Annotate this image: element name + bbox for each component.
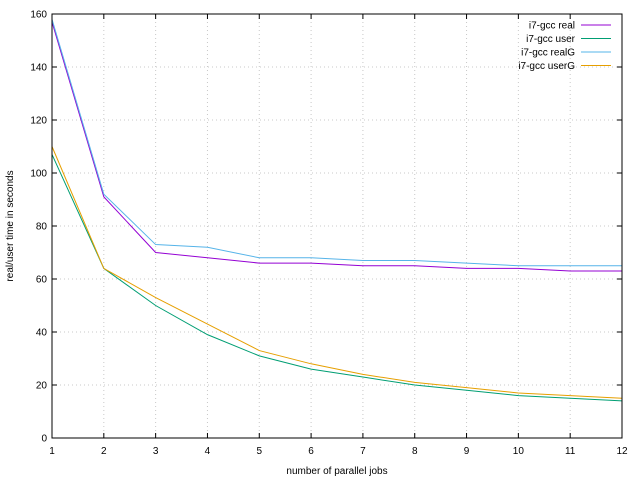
x-tick-label: 2 (101, 446, 107, 457)
x-tick-label: 8 (412, 446, 418, 457)
y-tick-labels: 0 20 40 60 80 100 120 140 160 (30, 10, 47, 445)
x-axis-label: number of parallel jobs (286, 466, 387, 477)
x-tick-label: 4 (205, 446, 211, 457)
grid (52, 14, 622, 438)
y-tick-label: 80 (36, 222, 48, 233)
plot-frame (51, 13, 623, 439)
y-tick-label: 160 (30, 10, 47, 21)
x-tick-label: 9 (464, 446, 470, 457)
series-line-i7-gcc-user (51, 154, 623, 402)
legend-label: i7-gcc real (529, 21, 575, 32)
y-tick-label: 120 (30, 116, 47, 127)
x-tick-label: 1 (49, 446, 55, 457)
y-tick-label: 140 (30, 63, 47, 74)
x-tick-label: 11 (565, 446, 576, 457)
series-lines (51, 19, 623, 402)
y-tick-label: 40 (36, 328, 48, 339)
y-tick-label: 20 (36, 381, 48, 392)
x-tick-labels: 1 2 3 4 5 6 7 8 9 10 11 12 (49, 446, 628, 457)
x-tick-label: 12 (616, 446, 628, 457)
series-line-i7-gcc-real (51, 21, 622, 272)
x-tick-label: 3 (153, 446, 159, 457)
x-tick-label: 5 (256, 446, 262, 457)
x-tick-label: 7 (360, 446, 366, 457)
series-line-i7-gcc-userg (51, 146, 623, 399)
legend-label: i7-gcc realG (521, 48, 575, 59)
y-tick-label: 0 (41, 434, 47, 445)
legend: i7-gcc real i7-gcc user i7-gcc realG i7-gcc… (518, 21, 611, 72)
legend-label: i7-gcc userG (518, 61, 575, 72)
y-tick-label: 100 (30, 169, 47, 180)
x-tick-label: 10 (513, 446, 525, 457)
series-line-i7-gcc-realg (51, 19, 622, 267)
y-axis-label: real/user time in seconds (5, 170, 16, 281)
legend-label: i7-gcc user (526, 34, 576, 45)
x-tick-label: 6 (308, 446, 314, 457)
y-tick-label: 60 (36, 275, 48, 286)
